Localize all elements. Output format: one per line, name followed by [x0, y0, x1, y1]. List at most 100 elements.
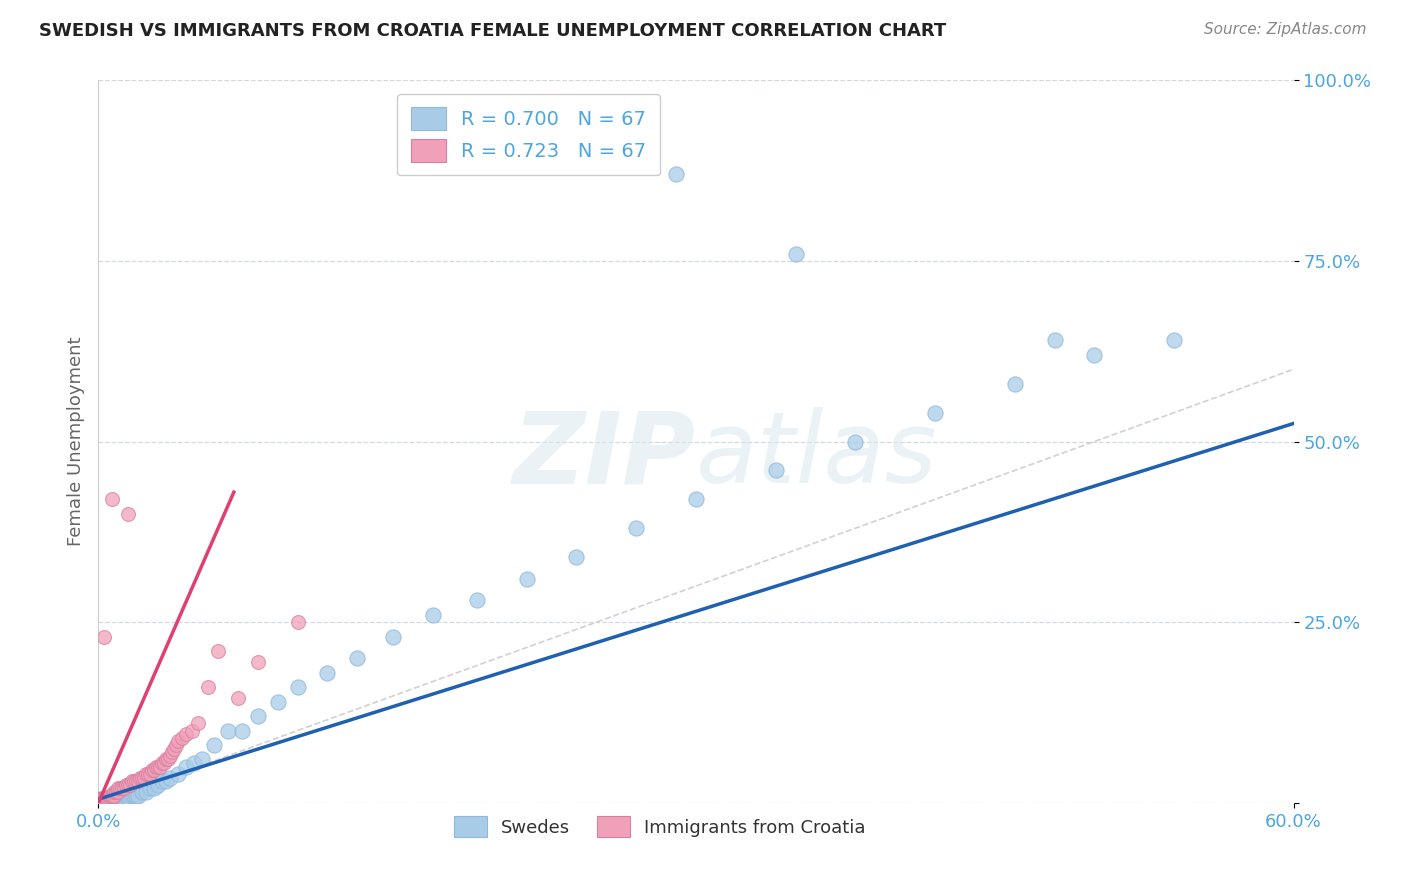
- Point: [665, 167, 688, 181]
- Point: [125, 774, 148, 789]
- Point: [127, 789, 149, 803]
- Point: [103, 792, 125, 806]
- Point: [187, 716, 209, 731]
- Point: [217, 723, 239, 738]
- Point: [98, 792, 122, 806]
- Point: [121, 774, 143, 789]
- Point: [89, 792, 111, 806]
- Point: [174, 760, 197, 774]
- Point: [172, 731, 194, 745]
- Point: [103, 792, 125, 806]
- Point: [127, 774, 149, 789]
- Point: [101, 792, 124, 806]
- Point: [516, 572, 538, 586]
- Point: [112, 781, 135, 796]
- Text: ZIP: ZIP: [513, 408, 696, 505]
- Point: [89, 792, 111, 806]
- Point: [107, 785, 129, 799]
- Point: [93, 792, 115, 806]
- Point: [107, 792, 129, 806]
- Point: [135, 767, 157, 781]
- Point: [465, 593, 488, 607]
- Text: SWEDISH VS IMMIGRANTS FROM CROATIA FEMALE UNEMPLOYMENT CORRELATION CHART: SWEDISH VS IMMIGRANTS FROM CROATIA FEMAL…: [39, 22, 946, 40]
- Point: [105, 792, 128, 806]
- Point: [165, 738, 187, 752]
- Point: [1083, 348, 1105, 362]
- Point: [139, 767, 162, 781]
- Point: [157, 752, 180, 766]
- Point: [135, 785, 157, 799]
- Point: [96, 792, 118, 806]
- Point: [91, 792, 114, 806]
- Point: [107, 792, 129, 806]
- Point: [91, 792, 114, 806]
- Point: [97, 792, 120, 806]
- Point: [110, 792, 132, 806]
- Point: [148, 760, 170, 774]
- Point: [91, 792, 114, 806]
- Point: [626, 521, 648, 535]
- Point: [226, 691, 249, 706]
- Point: [685, 492, 707, 507]
- Point: [150, 756, 173, 770]
- Point: [96, 792, 118, 806]
- Point: [103, 785, 125, 799]
- Point: [202, 738, 225, 752]
- Point: [111, 781, 134, 796]
- Point: [1043, 334, 1066, 348]
- Point: [246, 709, 269, 723]
- Point: [197, 680, 219, 694]
- Point: [129, 771, 152, 785]
- Point: [148, 778, 170, 792]
- Point: [115, 778, 138, 792]
- Point: [183, 756, 205, 770]
- Point: [149, 760, 172, 774]
- Point: [155, 774, 177, 789]
- Point: [97, 792, 120, 806]
- Point: [101, 789, 124, 803]
- Point: [153, 756, 176, 770]
- Point: [98, 789, 122, 803]
- Point: [155, 752, 177, 766]
- Point: [246, 655, 269, 669]
- Point: [159, 771, 181, 785]
- Point: [96, 792, 118, 806]
- Point: [1163, 334, 1185, 348]
- Point: [163, 741, 186, 756]
- Point: [287, 615, 309, 630]
- Text: atlas: atlas: [696, 408, 938, 505]
- Point: [107, 781, 129, 796]
- Point: [565, 550, 588, 565]
- Point: [765, 463, 787, 477]
- Point: [110, 792, 132, 806]
- Point: [117, 778, 139, 792]
- Point: [98, 789, 122, 803]
- Point: [101, 789, 124, 803]
- Point: [105, 792, 128, 806]
- Point: [120, 792, 142, 806]
- Point: [111, 792, 134, 806]
- Point: [97, 792, 120, 806]
- Point: [93, 792, 115, 806]
- Point: [844, 434, 866, 449]
- Point: [93, 792, 115, 806]
- Point: [93, 792, 115, 806]
- Point: [136, 767, 159, 781]
- Point: [105, 785, 128, 799]
- Point: [316, 665, 339, 680]
- Point: [91, 792, 114, 806]
- Point: [101, 789, 124, 803]
- Point: [101, 792, 124, 806]
- Point: [97, 792, 120, 806]
- Text: Source: ZipAtlas.com: Source: ZipAtlas.com: [1204, 22, 1367, 37]
- Point: [422, 607, 444, 622]
- Point: [191, 752, 214, 766]
- Point: [160, 745, 183, 759]
- Point: [93, 630, 115, 644]
- Point: [131, 785, 153, 799]
- Point: [125, 789, 148, 803]
- Point: [150, 774, 173, 789]
- Point: [181, 723, 204, 738]
- Point: [231, 723, 253, 738]
- Point: [143, 764, 166, 778]
